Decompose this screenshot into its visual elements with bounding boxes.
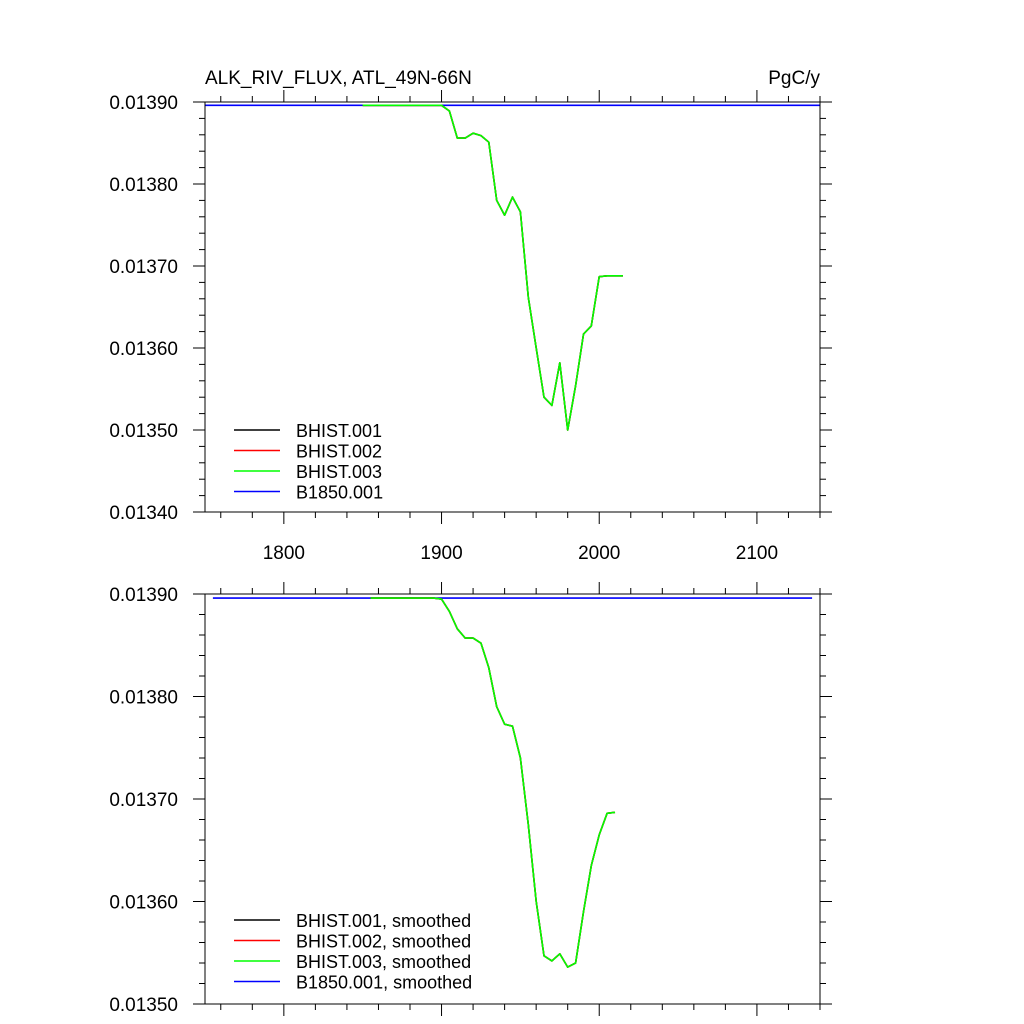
y-tick-label: 0.01390 <box>109 93 178 114</box>
y-tick-label: 0.01350 <box>109 421 178 442</box>
series-line-bhist-003-smoothed <box>370 597 616 968</box>
panel-bottom: 0.01350 0.01360 0.01370 0.01380 0.01390 BHIS… <box>109 582 832 1016</box>
legend-entry: BHIST.002 <box>296 442 382 462</box>
legend-entry: BHIST.001, smoothed <box>296 911 471 931</box>
chart-title-units: PgC/y <box>768 68 820 89</box>
legend-entry: B1850.001, smoothed <box>296 973 472 993</box>
legend-entry: B1850.001 <box>296 483 383 503</box>
series-line-bhist-001 <box>362 104 623 431</box>
y-tick-label: 0.01360 <box>109 339 178 360</box>
y-tick-label: 0.01390 <box>109 585 178 606</box>
x-tick-label: 1800 <box>263 543 305 564</box>
panel-top: ALK_RIV_FLUX, ATL_49N-66N PgC/y 0.01340 0… <box>109 68 832 564</box>
y-tick-label: 0.01380 <box>109 688 178 709</box>
y-tick-label: 0.01360 <box>109 893 178 914</box>
series-line-bhist-003 <box>362 104 623 431</box>
legend-entry: BHIST.003 <box>296 462 382 482</box>
legend-entry: BHIST.003, smoothed <box>296 952 471 972</box>
x-tick-label: 1900 <box>420 543 462 564</box>
legend-entry: BHIST.001 <box>296 421 382 441</box>
legend-entry: BHIST.002, smoothed <box>296 932 471 952</box>
x-tick-label: 2100 <box>736 543 778 564</box>
y-tick-label: 0.01340 <box>109 503 178 524</box>
x-tick-label: 2000 <box>578 543 620 564</box>
y-tick-label: 0.01380 <box>109 175 178 196</box>
plot-frame <box>204 101 821 513</box>
y-tick-label: 0.01370 <box>109 257 178 278</box>
series-line-bhist-002 <box>362 104 623 431</box>
y-tick-label: 0.01370 <box>109 790 178 811</box>
y-tick-label: 0.01350 <box>109 995 178 1016</box>
chart-title-left: ALK_RIV_FLUX, ATL_49N-66N <box>205 68 472 89</box>
plot-frame <box>204 593 821 1005</box>
